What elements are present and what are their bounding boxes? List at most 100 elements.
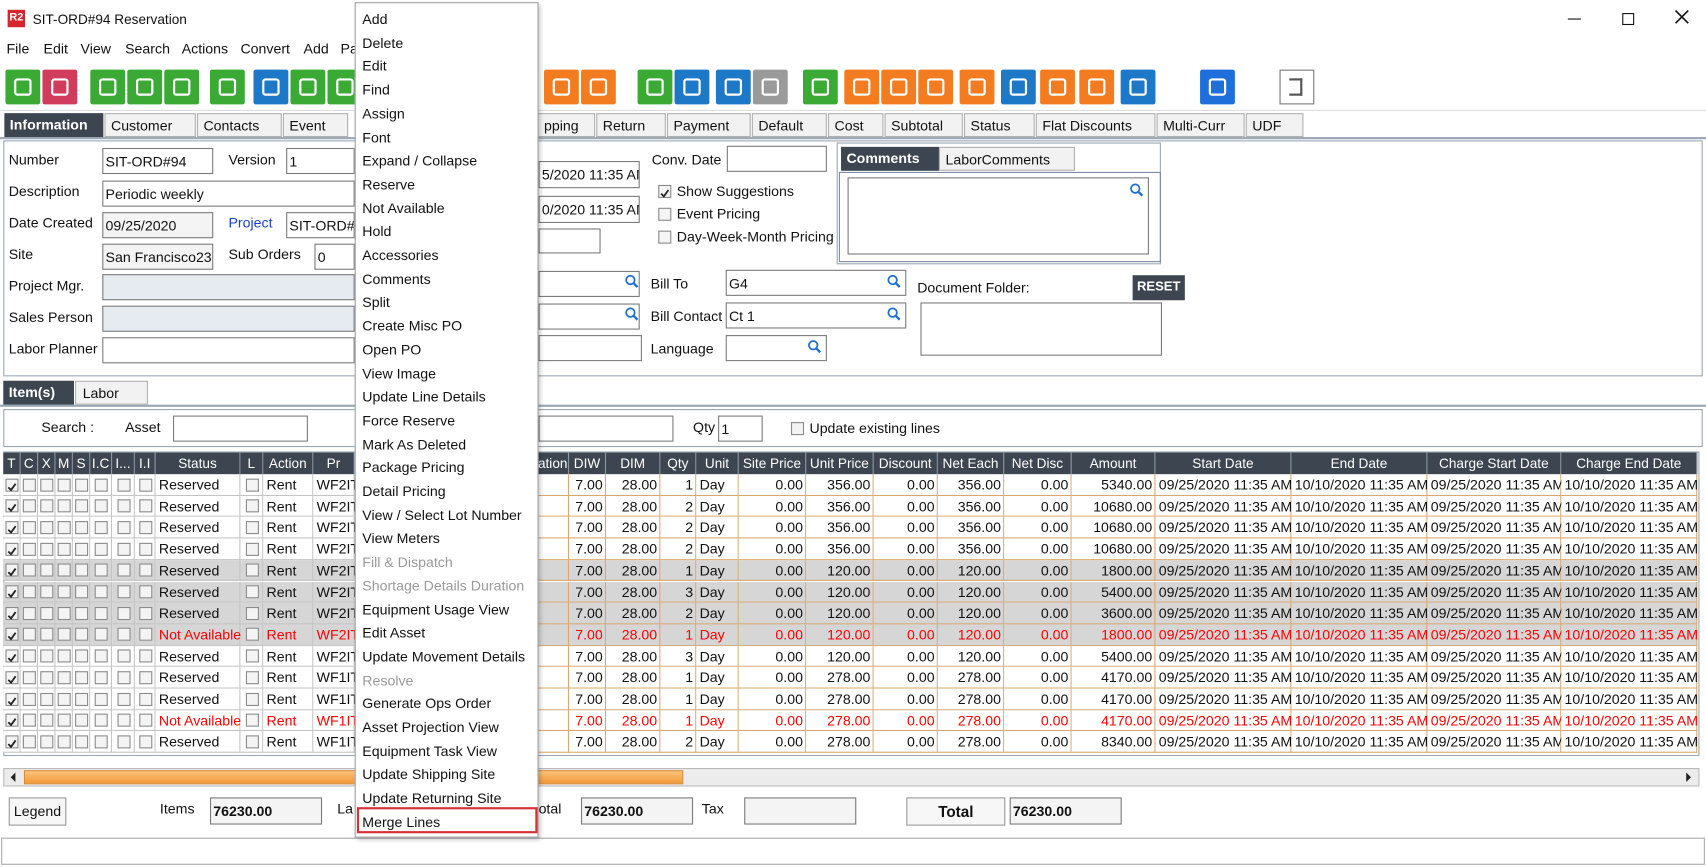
cell[interactable] <box>112 538 135 560</box>
checkbox[interactable] <box>658 230 672 244</box>
cell[interactable] <box>537 581 570 603</box>
checkbox[interactable] <box>75 585 89 599</box>
cell[interactable] <box>240 495 264 518</box>
cell[interactable] <box>873 645 938 668</box>
cell[interactable] <box>313 538 355 560</box>
cell[interactable] <box>806 731 874 753</box>
cell[interactable] <box>738 474 807 496</box>
checkbox[interactable] <box>40 692 54 706</box>
cell[interactable] <box>660 667 697 689</box>
cell[interactable] <box>134 667 156 689</box>
cell[interactable] <box>55 474 73 496</box>
checkbox[interactable] <box>116 628 131 642</box>
checkbox[interactable] <box>116 649 131 663</box>
cell[interactable] <box>873 560 938 582</box>
checkbox[interactable] <box>94 713 108 727</box>
cell[interactable] <box>55 560 73 582</box>
checkbox[interactable] <box>22 563 36 577</box>
text-field[interactable] <box>726 145 827 172</box>
cell[interactable] <box>873 538 938 560</box>
column-header[interactable]: Unit Price <box>806 452 874 475</box>
tab[interactable]: Flat Discounts <box>1035 113 1156 138</box>
cell[interactable] <box>937 602 1005 625</box>
cell[interactable] <box>155 602 241 625</box>
text-field[interactable] <box>538 270 640 297</box>
cell[interactable] <box>313 624 355 646</box>
cell[interactable] <box>537 624 570 646</box>
text-field[interactable]: SIT-ORD#9 <box>286 212 355 239</box>
toolbar-button[interactable] <box>209 69 245 105</box>
cell[interactable] <box>937 581 1005 603</box>
checkbox[interactable] <box>94 563 108 577</box>
cell[interactable] <box>806 710 874 732</box>
cell[interactable] <box>112 495 135 518</box>
checkbox[interactable] <box>40 735 54 749</box>
toolbar-button[interactable] <box>90 69 126 105</box>
cell[interactable] <box>806 560 874 582</box>
search-icon[interactable] <box>807 339 822 354</box>
cell[interactable] <box>112 688 135 711</box>
checkbox[interactable] <box>57 563 71 577</box>
cell[interactable] <box>20 495 39 518</box>
text-field[interactable]: 76230.00 <box>209 797 323 825</box>
cell[interactable] <box>134 602 156 625</box>
cell[interactable] <box>3 538 21 560</box>
cell[interactable] <box>1427 474 1562 496</box>
cell[interactable] <box>1427 667 1562 689</box>
cell[interactable] <box>537 560 570 582</box>
toolbar-button[interactable] <box>1079 69 1115 105</box>
cell[interactable] <box>313 710 355 732</box>
checkbox[interactable] <box>75 542 89 556</box>
cell[interactable] <box>20 474 39 496</box>
cell[interactable] <box>806 602 874 625</box>
cell[interactable] <box>155 495 241 518</box>
cell[interactable] <box>1071 710 1156 732</box>
cell[interactable] <box>1071 495 1156 518</box>
cell[interactable] <box>3 602 21 625</box>
column-header[interactable]: Unit <box>696 452 739 475</box>
checkbox[interactable] <box>57 499 71 513</box>
cell[interactable] <box>72 624 91 646</box>
cell[interactable] <box>738 495 807 518</box>
cell[interactable] <box>1071 667 1156 689</box>
menu-item[interactable]: Convert <box>240 40 290 57</box>
checkbox[interactable] <box>22 520 36 535</box>
tab[interactable]: pping <box>537 113 596 138</box>
checkbox[interactable] <box>245 563 259 577</box>
cell[interactable] <box>55 624 73 646</box>
cell[interactable] <box>696 560 739 582</box>
checkbox[interactable] <box>22 735 36 749</box>
cell[interactable] <box>3 688 21 711</box>
checkbox[interactable] <box>138 520 152 535</box>
cell[interactable] <box>873 581 938 603</box>
column-header[interactable]: I.I <box>134 452 156 475</box>
cell[interactable] <box>1561 495 1698 518</box>
cell[interactable] <box>240 474 264 496</box>
cell[interactable] <box>873 495 938 518</box>
checkbox[interactable] <box>22 606 36 620</box>
cell[interactable] <box>1291 667 1428 689</box>
checkbox[interactable] <box>22 628 36 642</box>
checkbox[interactable] <box>5 542 19 556</box>
cell[interactable] <box>1071 602 1156 625</box>
cell[interactable] <box>606 602 661 625</box>
cell[interactable] <box>20 624 39 646</box>
column-header[interactable]: Net Disc <box>1004 452 1072 475</box>
cell[interactable] <box>696 495 739 518</box>
context-menu-item[interactable]: Comments <box>362 270 431 287</box>
cell[interactable] <box>660 688 697 711</box>
cell[interactable] <box>263 645 314 668</box>
cell[interactable] <box>263 602 314 625</box>
cell[interactable] <box>606 538 661 560</box>
checkbox[interactable] <box>245 692 259 706</box>
cell[interactable] <box>1155 474 1292 496</box>
cell[interactable] <box>569 645 607 668</box>
cell[interactable] <box>660 710 697 732</box>
cell[interactable] <box>240 517 264 539</box>
cell[interactable] <box>1427 602 1562 625</box>
context-menu-item[interactable]: Not Available <box>362 199 445 217</box>
checkbox[interactable] <box>5 649 19 663</box>
checkbox[interactable] <box>94 649 108 663</box>
cell[interactable] <box>937 560 1005 582</box>
column-header[interactable]: M <box>55 452 73 475</box>
